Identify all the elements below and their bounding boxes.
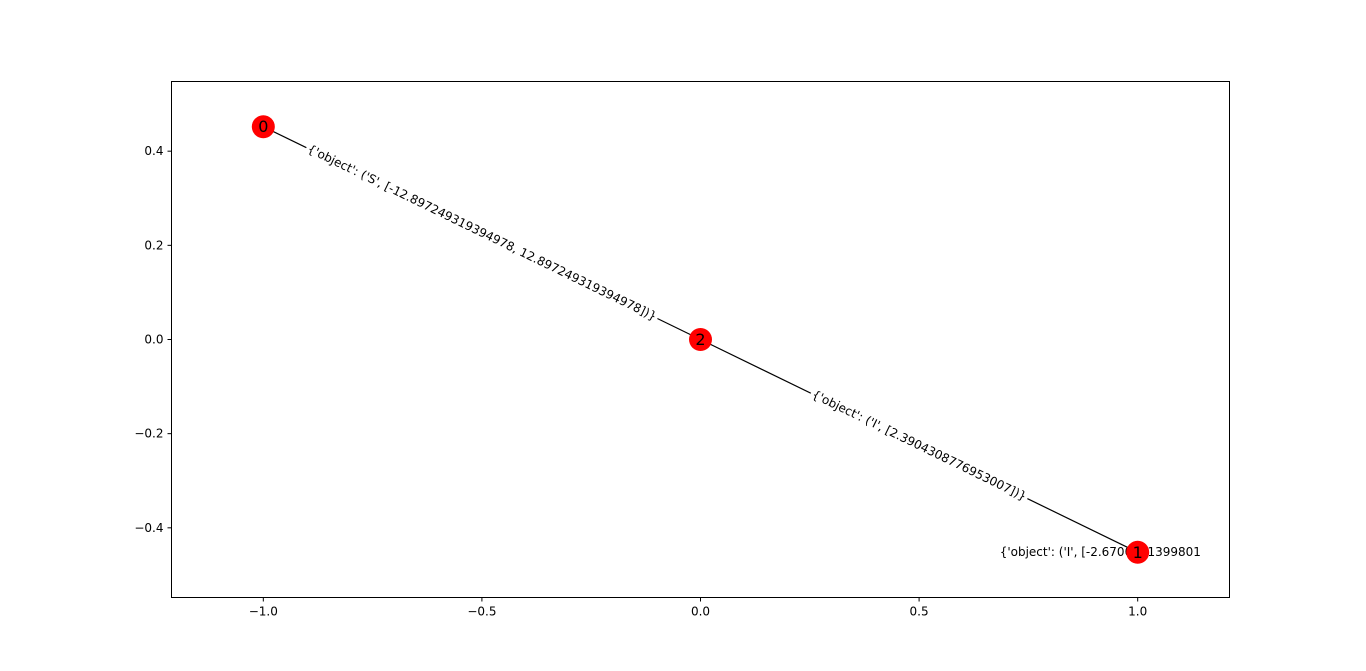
y-tick-label: 0.2 bbox=[144, 238, 163, 252]
node-0 bbox=[251, 115, 275, 139]
node-1 bbox=[1126, 540, 1150, 564]
y-tick-label: −0.4 bbox=[134, 521, 163, 535]
y-tick-label: −0.2 bbox=[134, 427, 163, 441]
edge-label-background bbox=[303, 140, 662, 326]
node-2 bbox=[689, 328, 712, 351]
node-label: 0 bbox=[258, 117, 268, 136]
x-tick-label: 0.5 bbox=[910, 605, 929, 619]
edge-label: {'object': ('I', [-2.6700821399801 bbox=[1000, 545, 1201, 559]
x-tick-label: −0.5 bbox=[467, 605, 496, 619]
y-tick-label: 0.0 bbox=[144, 333, 163, 347]
y-tick-label: 0.4 bbox=[144, 144, 163, 158]
nodes-layer: 0 1 2 bbox=[251, 115, 1150, 564]
y-axis: 0.4 0.2 0.0 −0.2 −0.4 bbox=[134, 144, 172, 535]
node-label: 2 bbox=[695, 330, 705, 349]
x-tick-label: −1.0 bbox=[249, 605, 278, 619]
x-tick-label: 1.0 bbox=[1128, 605, 1147, 619]
x-tick-label: 0.0 bbox=[691, 605, 710, 619]
edge-label-background bbox=[807, 385, 1032, 506]
x-axis: −1.0 −0.5 0.0 0.5 1.0 bbox=[249, 597, 1147, 619]
node-label: 1 bbox=[1133, 543, 1143, 562]
